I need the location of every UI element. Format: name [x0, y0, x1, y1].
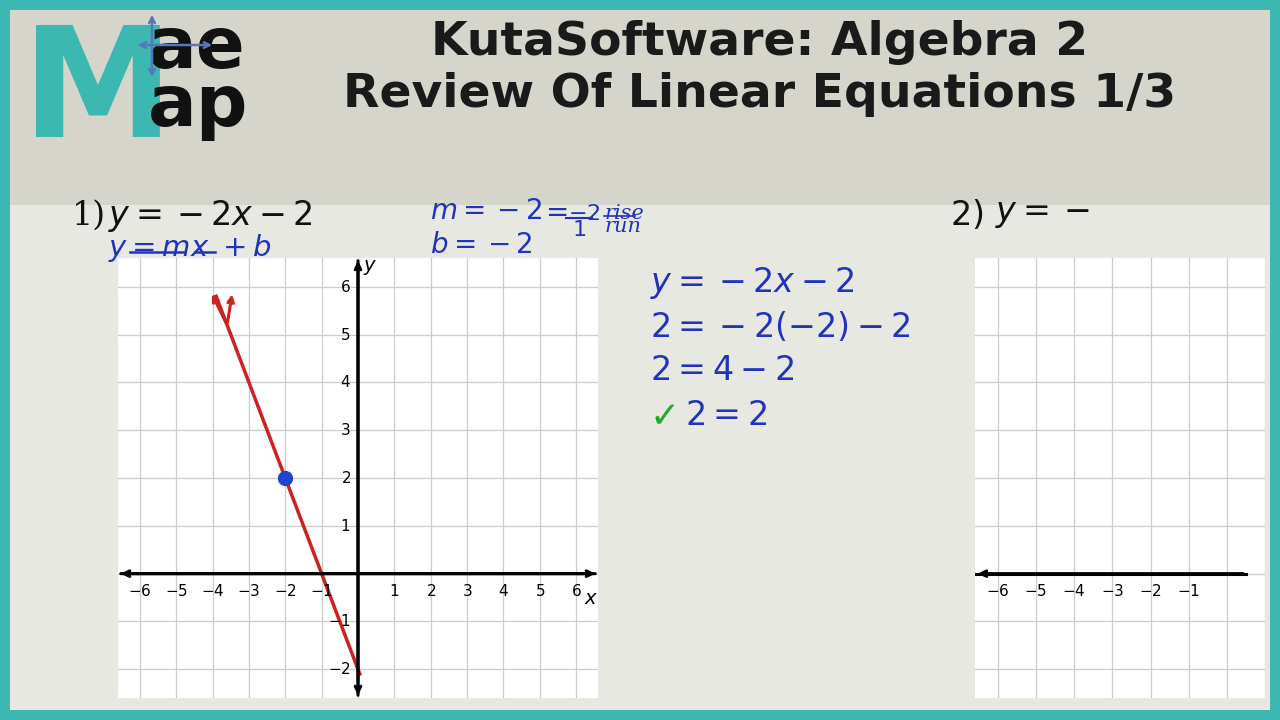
Text: $-4$: $-4$ [201, 583, 224, 599]
Text: $5$: $5$ [340, 327, 351, 343]
Text: $y = -2x - 2$: $y = -2x - 2$ [108, 198, 312, 234]
Text: $3$: $3$ [340, 422, 351, 438]
Text: $4$: $4$ [498, 583, 509, 599]
Text: ap: ap [148, 72, 248, 141]
Text: $b = -2$: $b = -2$ [430, 232, 532, 259]
Text: $-3$: $-3$ [1101, 583, 1124, 599]
Text: KutaSoftware: Algebra 2: KutaSoftware: Algebra 2 [431, 20, 1088, 65]
Text: $1$: $1$ [340, 518, 351, 534]
Text: 1): 1) [72, 200, 106, 232]
Text: $y$: $y$ [364, 258, 378, 277]
Text: $5$: $5$ [535, 583, 545, 599]
Text: $2)$: $2)$ [950, 198, 983, 232]
Text: $2$: $2$ [340, 470, 351, 486]
Text: $2$: $2$ [426, 583, 435, 599]
Text: $m = -2$: $m = -2$ [430, 198, 541, 225]
Text: $6$: $6$ [571, 583, 581, 599]
Bar [10, 10, 1270, 205]
Text: $-2$: $-2$ [328, 661, 351, 678]
Text: $=$: $=$ [540, 198, 568, 225]
Text: $-1$: $-1$ [1178, 583, 1201, 599]
Text: $-6$: $-6$ [986, 583, 1010, 599]
Text: Review Of Linear Equations 1/3: Review Of Linear Equations 1/3 [343, 72, 1176, 117]
Text: $-6$: $-6$ [128, 583, 151, 599]
Text: ae: ae [148, 14, 246, 83]
Text: $2 = 4-2$: $2 = 4-2$ [650, 355, 795, 387]
Text: $y= mx\ +b$: $y= mx\ +b$ [108, 232, 271, 264]
Text: $-1$: $-1$ [310, 583, 333, 599]
Text: $-5$: $-5$ [1024, 583, 1047, 599]
Text: $-1$: $-1$ [328, 613, 351, 629]
Text: $4$: $4$ [340, 374, 351, 390]
Text: ✓: ✓ [650, 400, 680, 434]
Text: $-3$: $-3$ [237, 583, 261, 599]
Text: $6$: $6$ [340, 279, 351, 294]
Text: $-4$: $-4$ [1062, 583, 1085, 599]
Text: $x$: $x$ [584, 590, 598, 608]
Text: $2 = 2$: $2 = 2$ [685, 400, 767, 432]
Text: $3$: $3$ [462, 583, 472, 599]
Text: $-2$: $-2$ [274, 583, 297, 599]
Text: M: M [22, 20, 174, 169]
Text: rise: rise [605, 204, 645, 223]
Text: $y = -2x-2$: $y = -2x-2$ [650, 265, 855, 301]
Text: $-5$: $-5$ [165, 583, 188, 599]
Text: $-2$: $-2$ [568, 203, 600, 225]
Text: $-2$: $-2$ [1139, 583, 1162, 599]
Text: $1$: $1$ [572, 219, 586, 241]
Text: $y = -$: $y = -$ [995, 198, 1089, 230]
Text: $2 = -2(-2)-2$: $2 = -2(-2)-2$ [650, 310, 910, 344]
Text: run: run [605, 217, 643, 236]
Text: $1$: $1$ [389, 583, 399, 599]
